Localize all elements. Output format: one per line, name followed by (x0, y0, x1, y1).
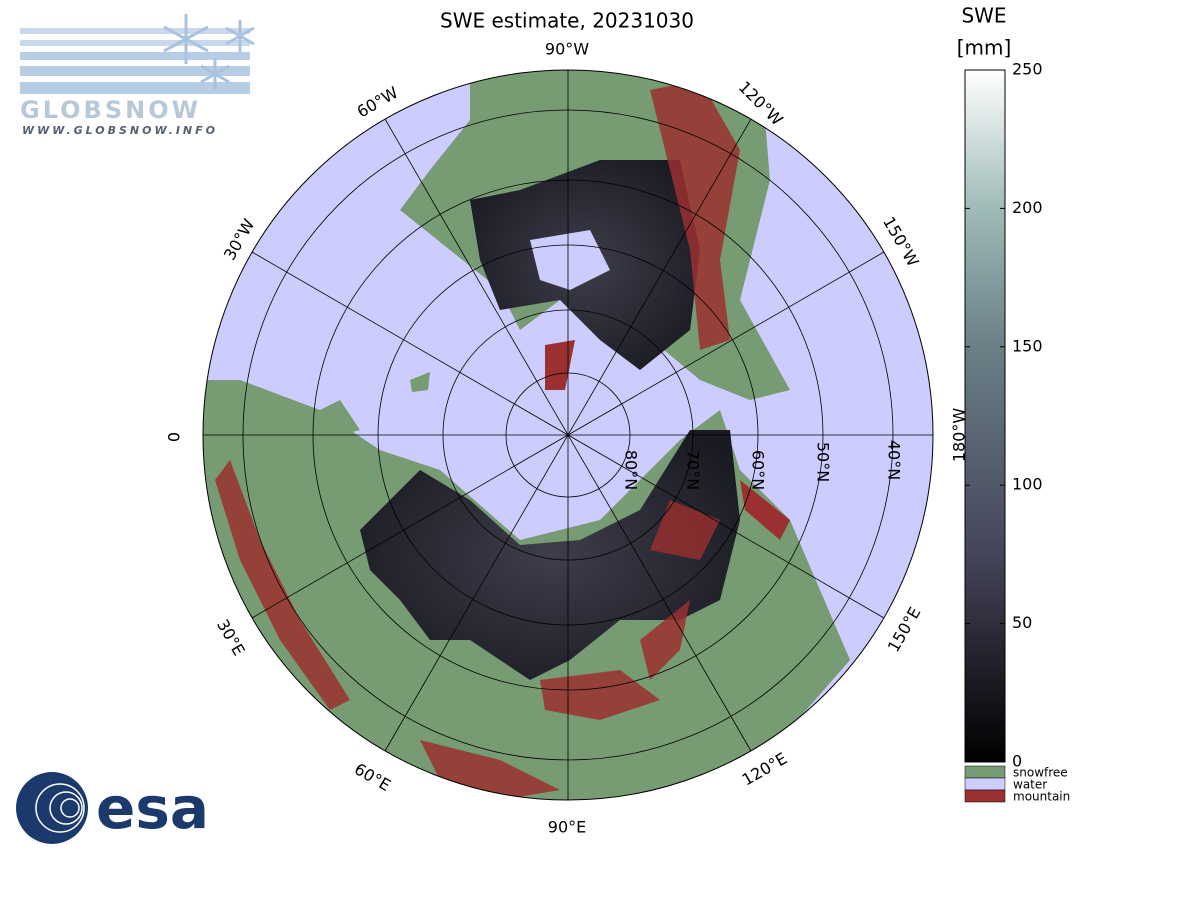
colorbar: SWE [mm] 0 50 100 150 200 250 snowfreewatermou… (957, 4, 1071, 804)
parallel-label: 50°N (814, 442, 833, 482)
colorbar-tick-label: 250 (1012, 60, 1043, 79)
legend-label: mountain (1013, 790, 1070, 804)
meridian-label: 30°E (213, 616, 249, 659)
parallel-label: 60°N (749, 450, 768, 490)
colorbar-unit: [mm] (957, 36, 1012, 60)
colorbar-tick-label: 150 (1012, 336, 1043, 355)
colorbar-tick-label: 100 (1012, 475, 1043, 494)
globsnow-url: WWW.GLOBSNOW.INFO (22, 124, 218, 137)
legend-swatch (964, 789, 1006, 803)
meridian-label: 90°W (545, 40, 589, 59)
parallel-labels: 80°N 70°N 60°N 50°N 40°N (622, 440, 904, 490)
parallel-label: 40°N (885, 440, 904, 480)
meridian-label: 120°E (739, 749, 791, 790)
meridian-label: 150°E (884, 604, 925, 656)
map-title: SWE estimate, 20231030 (440, 9, 694, 33)
colorbar-tick-label: 50 (1012, 613, 1032, 632)
meridian-label: 60°E (351, 759, 394, 795)
legend-swatch (964, 777, 1006, 791)
meridian-label: 90°E (548, 818, 586, 837)
meridian-label: 0 (165, 432, 184, 442)
esa-logo: esa (16, 772, 209, 844)
globsnow-text: GLOBSNOW (20, 96, 201, 124)
legend-swatch (964, 765, 1006, 779)
colorbar-tick-label: 0 (1012, 752, 1022, 771)
colorbar-ramp (964, 69, 1006, 763)
map-border (202, 69, 934, 801)
esa-text: esa (96, 774, 209, 842)
legend-label: water (1013, 778, 1047, 792)
parallel-label: 70°N (684, 450, 703, 490)
globsnow-logo: GLOBSNOW WWW.GLOBSNOW.INFO (20, 14, 255, 137)
meridian-label: 180°W (950, 408, 969, 463)
colorbar-tick-label: 200 (1012, 198, 1043, 217)
legend-label: snowfree (1013, 766, 1068, 780)
colorbar-label: SWE (961, 4, 1006, 28)
parallel-label: 80°N (622, 450, 641, 490)
